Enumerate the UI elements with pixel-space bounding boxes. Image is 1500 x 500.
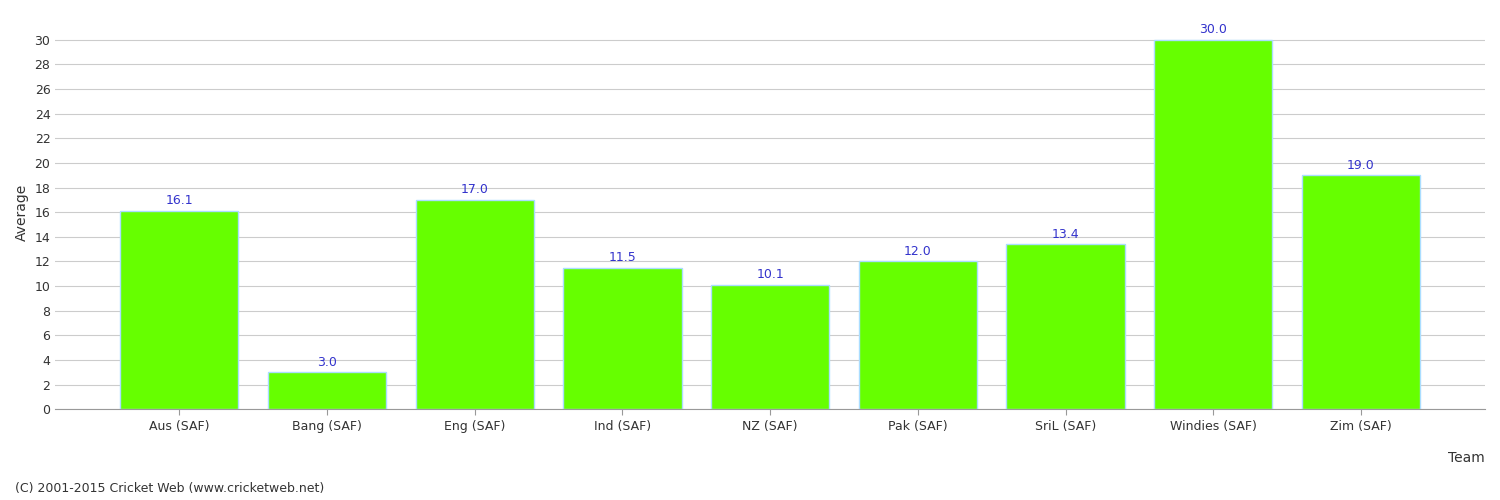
Bar xyxy=(564,268,681,410)
Bar xyxy=(416,200,534,410)
Bar xyxy=(711,285,830,410)
Bar xyxy=(120,211,238,410)
Bar xyxy=(1302,175,1420,410)
Text: Team: Team xyxy=(1448,451,1485,465)
Text: 11.5: 11.5 xyxy=(609,251,636,264)
Bar xyxy=(1007,244,1125,410)
Bar xyxy=(859,262,976,410)
Text: 19.0: 19.0 xyxy=(1347,158,1376,172)
Y-axis label: Average: Average xyxy=(15,184,28,241)
Text: 17.0: 17.0 xyxy=(460,183,489,196)
Text: 13.4: 13.4 xyxy=(1052,228,1080,240)
Text: 16.1: 16.1 xyxy=(165,194,194,207)
Bar xyxy=(268,372,386,410)
Text: 10.1: 10.1 xyxy=(756,268,784,281)
Text: 30.0: 30.0 xyxy=(1200,23,1227,36)
Text: 12.0: 12.0 xyxy=(904,245,932,258)
Text: (C) 2001-2015 Cricket Web (www.cricketweb.net): (C) 2001-2015 Cricket Web (www.cricketwe… xyxy=(15,482,324,495)
Text: 3.0: 3.0 xyxy=(316,356,338,368)
Bar xyxy=(1154,40,1272,410)
